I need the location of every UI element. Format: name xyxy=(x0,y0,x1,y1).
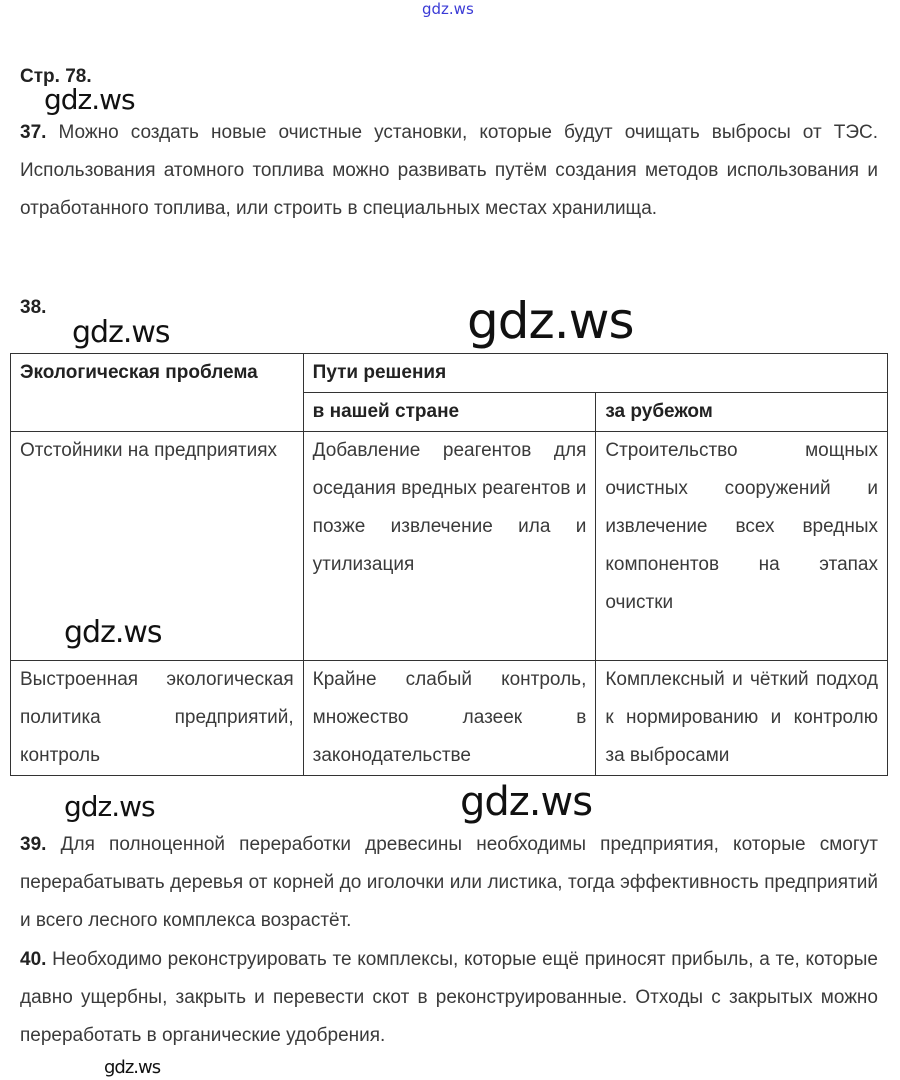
watermark: gdz.ws xyxy=(64,790,156,823)
watermark: gdz.ws xyxy=(44,83,136,116)
answer-text: Необходимо реконструировать те комплексы… xyxy=(20,949,878,1046)
header-abroad: за рубежом xyxy=(595,392,888,432)
cell-problem: Выстроенная экологическая политика предп… xyxy=(10,660,304,776)
answer-37: 37. Можно создать новые очистные установ… xyxy=(20,114,878,228)
watermark: gdz.ws xyxy=(64,615,163,650)
watermark: gdz.ws xyxy=(460,779,593,825)
cell-domestic: Добавление реагентов для оседания вредны… xyxy=(302,431,597,661)
cell-problem: Отстойники на предприятиях xyxy=(10,431,304,661)
cell-abroad: Комплексный и чёткий подход к нормирован… xyxy=(595,660,888,776)
header-problem: Экологическая проблема xyxy=(10,353,304,432)
watermark: gdz.ws xyxy=(467,292,635,350)
table-row: Выстроенная экологическая политика предп… xyxy=(10,660,888,776)
watermark-top: gdz.ws xyxy=(422,0,474,18)
ecology-table: Экологическая проблема Пути решения в на… xyxy=(10,353,889,776)
header-domestic: в нашей стране xyxy=(302,392,597,432)
cell-domestic: Крайне слабый контроль, множество лазеек… xyxy=(302,660,597,776)
answer-number: 39. xyxy=(20,834,47,855)
answer-40: 40. Необходимо реконструировать те компл… xyxy=(20,941,878,1055)
header-solutions: Пути решения xyxy=(302,353,889,393)
watermark: gdz.ws xyxy=(104,1057,161,1078)
table-row: Отстойники на предприятиях Добавление ре… xyxy=(10,431,888,661)
answer-number: 40. xyxy=(20,949,47,970)
answer-text: Для полноценной переработки древесины не… xyxy=(20,834,879,931)
answer-text: Можно создать новые очистные установки, … xyxy=(20,122,878,219)
answer-39: 39. Для полноценной переработки древесин… xyxy=(20,826,878,940)
page-heading: Стр. 78. xyxy=(20,66,92,87)
cell-abroad: Строительство мощных очистных сооружений… xyxy=(595,431,888,661)
answer-38-number: 38. xyxy=(20,297,47,318)
watermark: gdz.ws xyxy=(72,315,171,350)
answer-number: 37. xyxy=(20,122,47,143)
